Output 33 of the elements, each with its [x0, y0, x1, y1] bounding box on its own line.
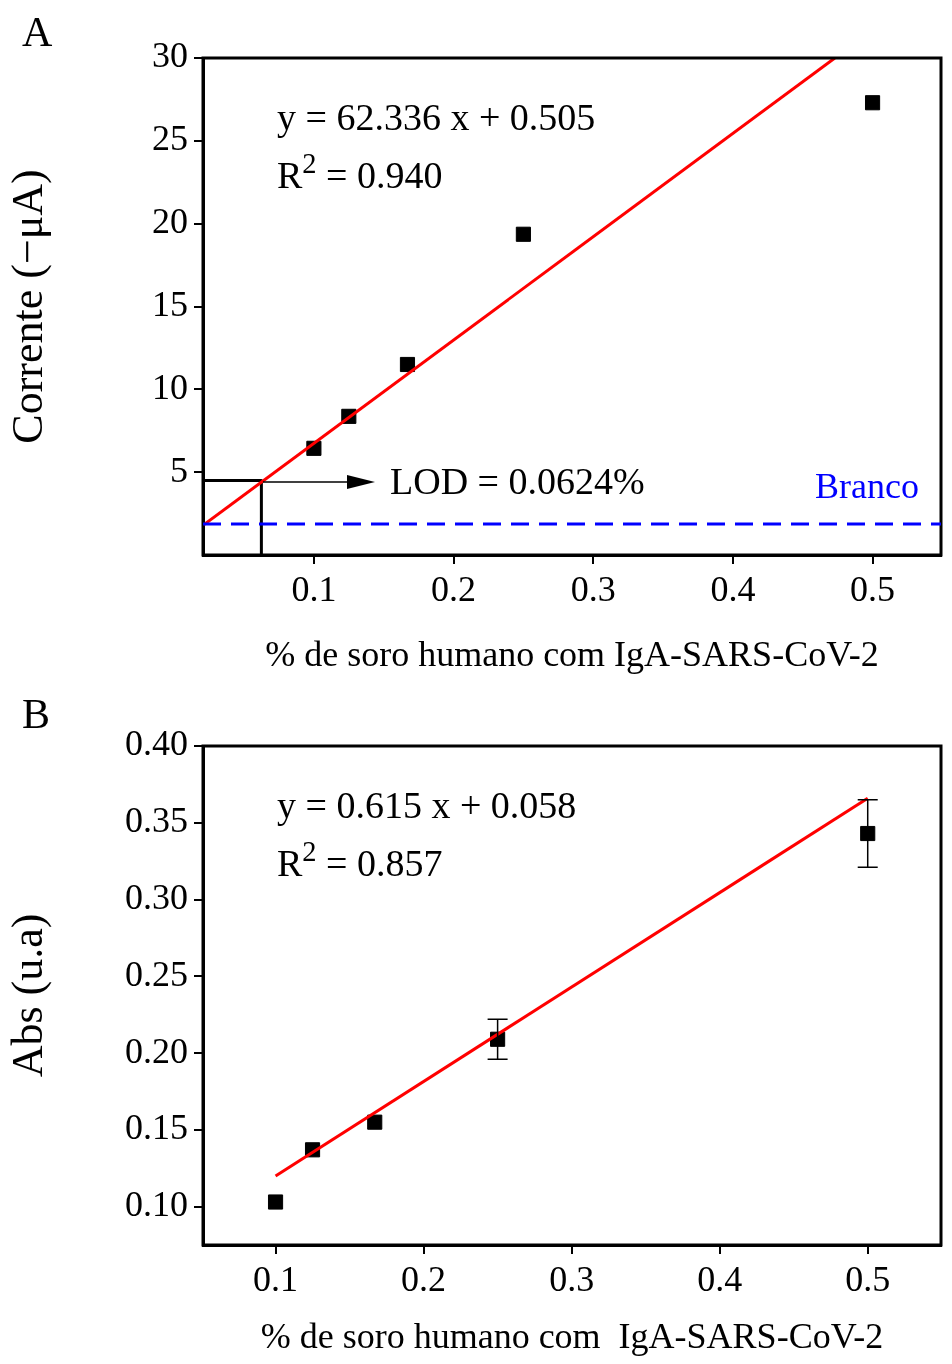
- x-tick-label: 0.2: [401, 1259, 447, 1300]
- y-axis-title: Abs (u.a): [2, 913, 52, 1078]
- x-tick-label: 0.1: [291, 569, 337, 610]
- y-tick-label: 15: [152, 283, 188, 324]
- text: B: [22, 691, 51, 737]
- y-axis-title: Corrente (−μA): [2, 169, 52, 444]
- text: A: [22, 9, 53, 55]
- x-tick-label: 0.2: [431, 569, 477, 610]
- x-tick-label: 0.4: [697, 1259, 743, 1300]
- y-tick-label: 0.10: [125, 1184, 188, 1225]
- x-tick-label: 0.3: [570, 569, 616, 610]
- x-tick-label: 0.4: [710, 569, 756, 610]
- x-axis-title: % de soro humano com IgA-SARS-CoV-2: [260, 1315, 884, 1356]
- y-tick-label: 0.30: [125, 876, 188, 917]
- y-tick-label: 30: [152, 35, 188, 76]
- y-tick-label: 0.35: [125, 800, 188, 841]
- annotation: y = 0.615 x + 0.058: [277, 784, 577, 826]
- y-tick-label: 0.25: [125, 953, 188, 994]
- x-tick-label: 0.3: [549, 1259, 595, 1300]
- annotation: LOD = 0.0624%: [390, 459, 645, 502]
- y-tick-label: 20: [152, 201, 188, 242]
- y-tick-label: 5: [170, 449, 188, 490]
- x-tick-label: 0.1: [253, 1259, 299, 1300]
- x-tick-label: 0.5: [850, 569, 896, 610]
- y-tick-label: 0.15: [125, 1107, 188, 1148]
- y-tick-label: 10: [152, 366, 188, 407]
- y-tick-label: 0.20: [125, 1030, 188, 1071]
- annotation: y = 62.336 x + 0.505: [277, 96, 596, 138]
- x-tick-label: 0.5: [845, 1259, 891, 1300]
- ref-line-label: Branco: [815, 466, 919, 507]
- y-tick-label: 25: [152, 118, 188, 159]
- y-tick-label: 0.40: [125, 723, 188, 764]
- x-axis-title: % de soro humano com IgA-SARS-CoV-2: [265, 633, 879, 674]
